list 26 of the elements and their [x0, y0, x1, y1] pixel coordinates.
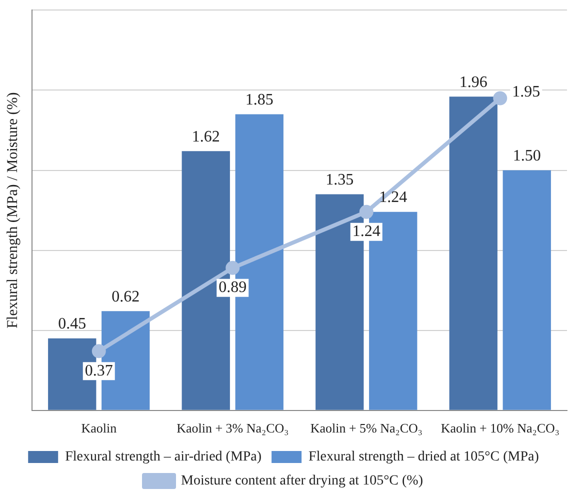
data-label: 0.45 [58, 316, 86, 333]
point [359, 204, 374, 219]
legend-label: Flexural strength – dried at 105°C (MPa) [308, 450, 540, 465]
bar [502, 170, 551, 410]
data-label: 1.24 [352, 223, 380, 240]
x-tick-label: Kaolin + 3% Na₂CO₃ [176, 420, 289, 436]
data-label: 1.95 [512, 83, 540, 100]
data-label: 0.62 [112, 288, 140, 306]
data-label: 1.85 [245, 91, 274, 108]
data-label: 0.37 [84, 362, 113, 380]
x-tick-label: Kaolin + 10% Na₂CO₃ [440, 420, 560, 436]
point [92, 344, 106, 358]
bar [449, 96, 498, 410]
point [226, 260, 240, 275]
data-label: 1.35 [326, 171, 354, 188]
data-label: 1.24 [379, 189, 408, 206]
legend-label: Moisture content after drying at 105°C (%) [181, 474, 424, 489]
x-tick-label: Kaolin [81, 420, 118, 436]
data-label: 1.50 [512, 147, 541, 164]
point [493, 91, 508, 106]
data-label: 0.89 [218, 279, 247, 296]
legend-label: Flexural strength – air-dried (MPa) [65, 450, 262, 465]
y-axis-title: Flexural strength (MPa) / Moisture (%) [4, 92, 21, 328]
data-label: 1.62 [192, 128, 220, 146]
x-tick-label: Kaolin + 5% Na₂CO₃ [310, 420, 422, 436]
data-label: 1.96 [459, 74, 488, 91]
